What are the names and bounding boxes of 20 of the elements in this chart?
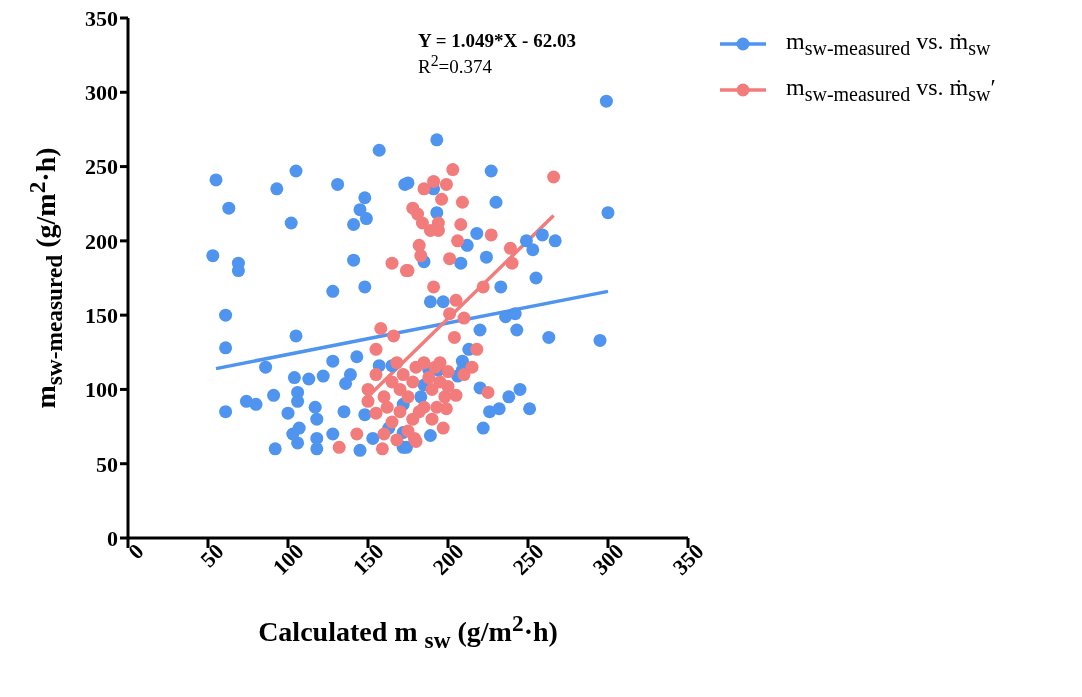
x-tick-label: 250	[507, 538, 549, 580]
x-tick-label: 100	[267, 538, 309, 580]
y-tick-label: 150	[85, 302, 118, 328]
legend-label: m$_{sw-measured}$ vs. ṁ$_{sw}$′	[786, 73, 996, 106]
x-axis-title: Calculated m $_{sw}$ (g/m$^{2}$·h)	[258, 610, 558, 653]
x-tick-label: 200	[427, 538, 469, 580]
x-tick-label: 0	[123, 538, 149, 565]
y-tick-label: 100	[85, 377, 118, 403]
y-tick-label: 250	[85, 154, 118, 180]
y-tick-label: 300	[85, 80, 118, 106]
x-tick-label: 50	[195, 538, 229, 572]
annotation: Y = 1.049*X - 62.03	[418, 30, 576, 51]
legend-label: m$_{sw-measured}$ vs. ṁ$_{sw}$	[786, 28, 991, 60]
x-tick-label: 300	[587, 538, 629, 580]
annotation: R$^{2}$=0.374	[418, 52, 493, 78]
y-tick-label: 350	[85, 5, 118, 31]
y-tick-label: 50	[96, 451, 118, 477]
x-tick-label: 150	[347, 538, 389, 580]
y-tick-label: 200	[85, 228, 118, 254]
x-tick-label: 350	[667, 538, 709, 580]
